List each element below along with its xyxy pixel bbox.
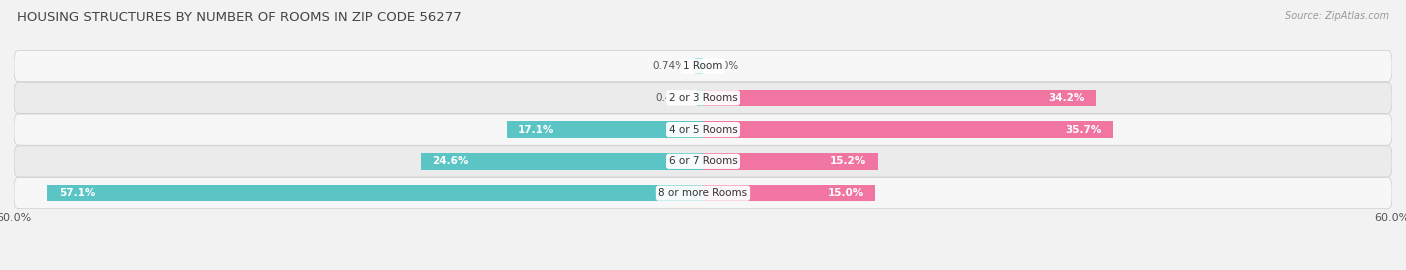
Bar: [697, 90, 703, 106]
Bar: [48, 185, 703, 201]
FancyBboxPatch shape: [14, 50, 1392, 82]
FancyBboxPatch shape: [14, 82, 1392, 113]
Text: 2 or 3 Rooms: 2 or 3 Rooms: [669, 93, 737, 103]
Text: 35.7%: 35.7%: [1066, 124, 1101, 135]
Text: 15.2%: 15.2%: [830, 156, 866, 166]
FancyBboxPatch shape: [14, 146, 1392, 177]
Bar: [695, 58, 703, 74]
Text: 1 Room: 1 Room: [683, 61, 723, 71]
FancyBboxPatch shape: [14, 114, 1392, 145]
Bar: [420, 153, 703, 170]
Text: 0.0%: 0.0%: [713, 61, 738, 71]
Text: HOUSING STRUCTURES BY NUMBER OF ROOMS IN ZIP CODE 56277: HOUSING STRUCTURES BY NUMBER OF ROOMS IN…: [17, 11, 461, 24]
Text: 6 or 7 Rooms: 6 or 7 Rooms: [669, 156, 737, 166]
Text: 8 or more Rooms: 8 or more Rooms: [658, 188, 748, 198]
Text: 24.6%: 24.6%: [432, 156, 468, 166]
Text: 4 or 5 Rooms: 4 or 5 Rooms: [669, 124, 737, 135]
Text: 57.1%: 57.1%: [59, 188, 96, 198]
Bar: [703, 185, 875, 201]
Bar: [506, 121, 703, 138]
Text: 0.49%: 0.49%: [655, 93, 688, 103]
FancyBboxPatch shape: [14, 178, 1392, 209]
Text: 17.1%: 17.1%: [519, 124, 554, 135]
Bar: [703, 153, 877, 170]
Text: 15.0%: 15.0%: [828, 188, 863, 198]
Text: 0.74%: 0.74%: [652, 61, 685, 71]
Bar: [703, 90, 1095, 106]
Bar: [703, 121, 1114, 138]
Text: 34.2%: 34.2%: [1047, 93, 1084, 103]
Text: Source: ZipAtlas.com: Source: ZipAtlas.com: [1285, 11, 1389, 21]
